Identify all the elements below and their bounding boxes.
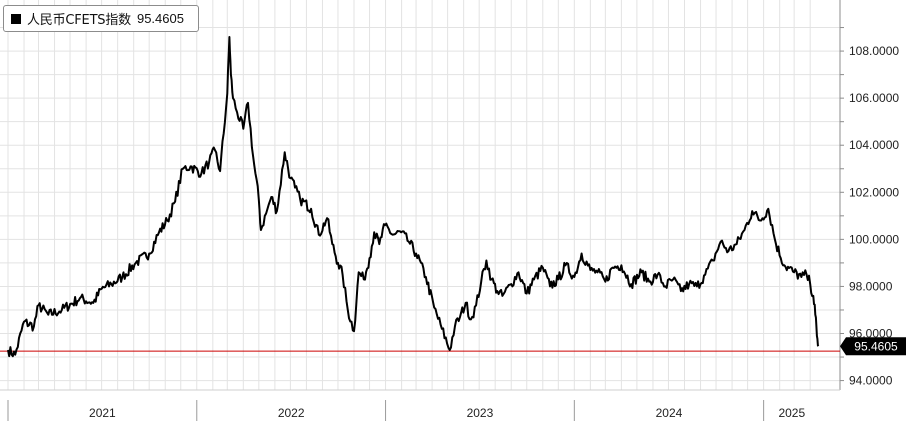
series-line [7, 36, 820, 358]
x-tick-label: 2021 [89, 406, 116, 420]
y-tick-label: 98.0000 [849, 279, 893, 293]
y-tick-label: 102.0000 [849, 185, 899, 199]
chart-grid [0, 0, 840, 390]
series-group [7, 36, 820, 358]
y-tick-label: 108.0000 [849, 44, 899, 58]
x-tick-label: 2025 [778, 406, 805, 420]
x-tick-label: 2023 [467, 406, 494, 420]
y-tick-label: 106.0000 [849, 91, 899, 105]
y-tick-label: 100.0000 [849, 232, 899, 246]
last-value-label-group: 95.4605 [840, 337, 906, 356]
last-value-label-box [840, 337, 906, 356]
legend: 人民币CFETS指数 95.4605 [3, 5, 199, 32]
y-tick-label: 96.0000 [849, 327, 893, 341]
last-value-label: 95.4605 [854, 340, 898, 354]
y-tick-label: 94.0000 [849, 374, 893, 388]
legend-swatch [11, 13, 21, 24]
x-tick-label: 2022 [278, 406, 305, 420]
x-axis-band [0, 390, 840, 421]
legend-series-name: 人民币CFETS指数 [27, 13, 131, 28]
x-tick-label: 2024 [656, 406, 683, 420]
y-tick-label: 104.0000 [849, 138, 899, 152]
legend-series-value: 95.4605 [136, 11, 184, 26]
